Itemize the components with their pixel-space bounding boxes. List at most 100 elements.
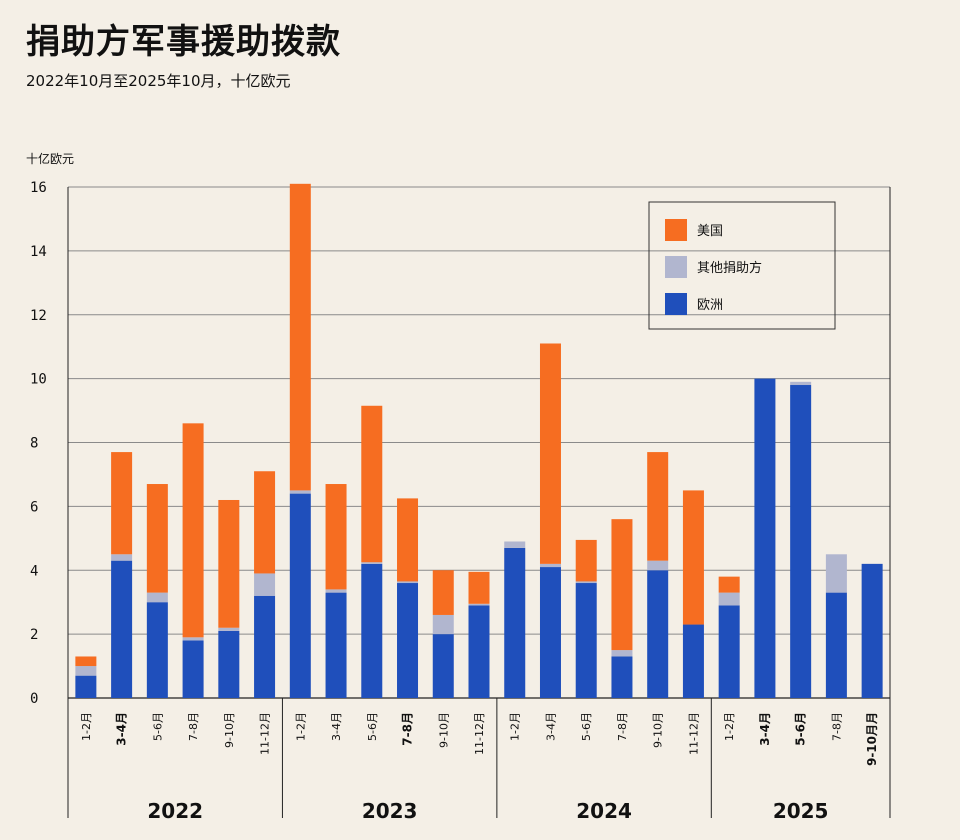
bar-segment-us [75, 656, 97, 667]
bar-segment-other [218, 627, 240, 631]
bar-segment-other [825, 554, 847, 593]
bar-segment-europe [825, 592, 847, 698]
bar-segment-europe [289, 493, 311, 698]
x-tick-label: 1-2月 [723, 712, 736, 741]
y-tick-label: 4 [30, 563, 38, 579]
bar-segment-other [182, 637, 204, 641]
x-tick-label: 3-4月 [115, 712, 129, 746]
bar-segment-europe [647, 570, 669, 698]
bar-segment-other [647, 560, 669, 571]
bar-segment-other [397, 581, 419, 584]
x-tick-label: 11-12月 [259, 712, 272, 755]
y-tick-label: 16 [30, 180, 47, 196]
x-tick-label: 9-10月 [223, 712, 236, 748]
y-tick-label: 12 [30, 308, 47, 324]
x-tick-label: 3-4月 [330, 712, 343, 741]
x-tick-label: 5-6月 [580, 712, 593, 741]
bar-segment-us [611, 519, 633, 651]
bar-segment-other [539, 563, 561, 568]
bar-segment-europe [254, 595, 276, 698]
x-tick-label: 9-10月 [652, 712, 665, 748]
x-tick-label: 3-4月 [758, 712, 772, 746]
bar-segment-europe [790, 385, 812, 698]
bar-segment-europe [718, 605, 740, 698]
chart-subtitle: 2022年10月至2025年10月，十亿欧元 [26, 72, 291, 90]
bar-segment-europe [861, 563, 883, 698]
legend-label: 美国 [697, 224, 723, 239]
x-tick-label: 1-2月 [509, 712, 522, 741]
x-tick-label: 7-8月 [830, 712, 843, 741]
y-tick-label: 6 [30, 499, 38, 515]
legend-swatch [665, 219, 687, 241]
year-label: 2023 [362, 799, 418, 823]
bar-segment-other [611, 650, 633, 657]
bar-segment-us [254, 471, 276, 574]
x-tick-label: 5-6月 [151, 712, 164, 741]
x-tick-label: 9-10月 [437, 712, 450, 748]
bar-segment-us [575, 539, 597, 582]
x-tick-label: 11-12月 [473, 712, 486, 755]
bar-segment-us [539, 343, 561, 564]
bar-segment-other [790, 381, 812, 386]
legend-swatch [665, 256, 687, 278]
bar-segment-other [575, 581, 597, 584]
bar-segment-other [325, 589, 347, 593]
year-label: 2024 [576, 799, 632, 823]
legend-label: 其他捐助方 [697, 260, 762, 276]
bar-segment-us [682, 490, 704, 625]
bar-segment-us [647, 452, 669, 561]
bar-segment-us [361, 405, 383, 563]
bar-segment-europe [75, 675, 97, 698]
x-tick-label: 3-4月 [544, 712, 557, 741]
y-tick-label: 0 [30, 691, 38, 707]
bar-segment-other [504, 541, 526, 548]
bar-segment-us [146, 484, 168, 593]
bar-segment-europe [146, 602, 168, 698]
bar-segment-other [718, 592, 740, 606]
bar-segment-europe [432, 634, 454, 698]
y-tick-label: 2 [30, 627, 38, 643]
chart-title: 捐助方军事援助拨款 [26, 22, 341, 62]
y-axis-label: 十亿欧元 [26, 152, 75, 166]
y-tick-label: 8 [30, 436, 38, 452]
bar-segment-other [111, 554, 133, 561]
bar-segment-other [468, 603, 490, 606]
bar-segment-europe [682, 624, 704, 698]
bar-segment-other [75, 666, 97, 676]
x-tick-label: 11-12月 [687, 712, 700, 755]
x-tick-label: 5-6月 [794, 712, 808, 746]
bar-segment-us [218, 499, 240, 628]
bar-segment-other [432, 614, 454, 635]
legend-swatch [665, 293, 687, 315]
bar-segment-us [289, 183, 311, 491]
bar-segment-europe [539, 567, 561, 698]
bar-segment-us [468, 571, 490, 604]
x-tick-label: 7-8月 [401, 712, 415, 746]
x-tick-label: 7-8月 [616, 712, 629, 741]
bar-segment-europe [218, 630, 240, 698]
y-tick-label: 10 [30, 372, 47, 388]
bar-segment-us [182, 423, 204, 638]
x-tick-label: 5-6月 [366, 712, 379, 741]
bar-segment-other [361, 562, 383, 564]
bar-segment-europe [468, 605, 490, 698]
bar-segment-europe [397, 583, 419, 698]
bar-segment-other [254, 573, 276, 596]
x-tick-label: 1-2月 [80, 712, 93, 741]
bar-segment-europe [111, 560, 133, 698]
x-tick-label: 1-2月 [294, 712, 307, 741]
y-tick-label: 14 [30, 244, 47, 260]
bar-segment-europe [504, 547, 526, 698]
bar-segment-other [146, 592, 168, 603]
year-label: 2022 [147, 799, 203, 823]
legend-box [648, 201, 836, 330]
bar-segment-europe [325, 592, 347, 698]
x-tick-label: 7-8月 [187, 712, 200, 741]
bar-segment-other [289, 490, 311, 494]
bar-segment-us [325, 484, 347, 590]
bar-segment-us [111, 452, 133, 555]
bar-segment-us [432, 570, 454, 615]
legend-label: 欧洲 [697, 298, 723, 313]
bar-segment-europe [182, 640, 204, 698]
